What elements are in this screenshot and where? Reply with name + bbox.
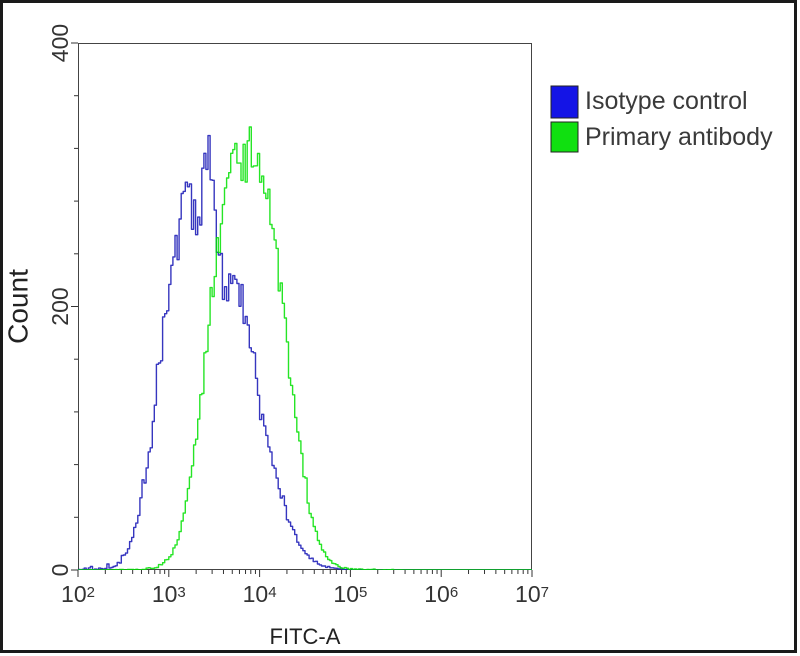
svg-text:Primary antibody: Primary antibody (585, 123, 773, 151)
svg-text:400: 400 (47, 24, 73, 62)
svg-text:102: 102 (61, 581, 95, 607)
svg-text:0: 0 (47, 564, 73, 577)
svg-text:FITC-A: FITC-A (270, 624, 341, 649)
svg-text:105: 105 (333, 581, 367, 607)
svg-text:Count: Count (2, 269, 33, 344)
svg-text:106: 106 (424, 581, 458, 607)
svg-text:104: 104 (243, 581, 277, 607)
svg-text:Isotype control: Isotype control (585, 87, 748, 115)
svg-text:200: 200 (47, 287, 73, 325)
svg-text:103: 103 (152, 581, 186, 607)
svg-text:107: 107 (515, 581, 549, 607)
